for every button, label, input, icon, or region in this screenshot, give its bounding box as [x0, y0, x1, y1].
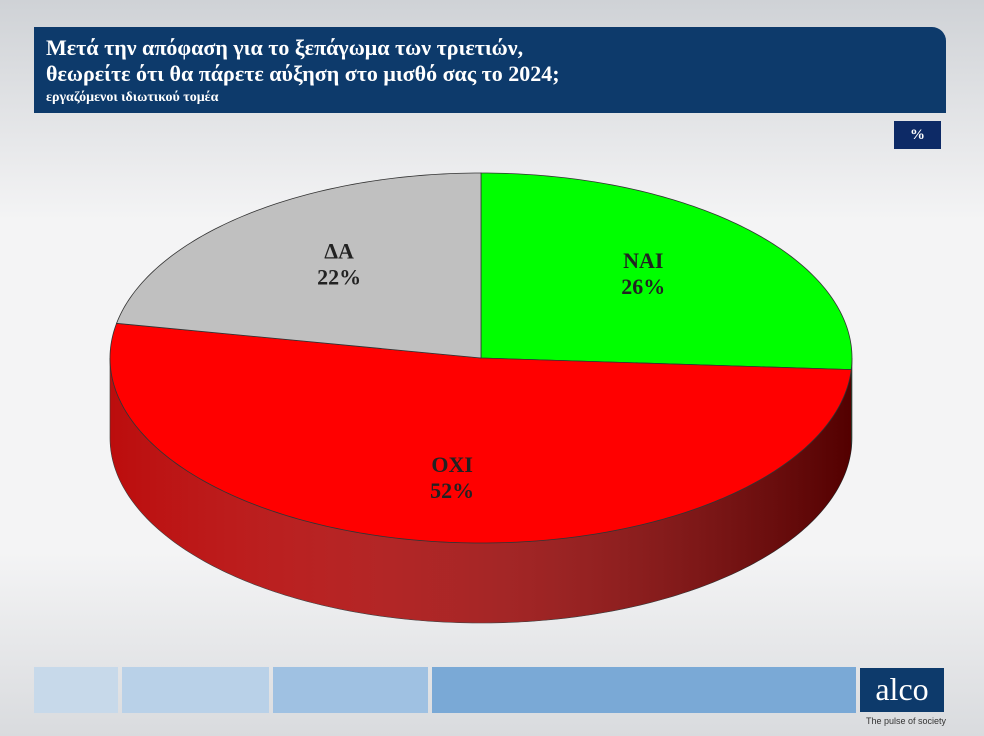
chart-title: Μετά την απόφαση για το ξεπάγωμα των τρι…: [46, 35, 560, 86]
chart-subtitle: εργαζόμενοι ιδιωτικού τομέα: [46, 90, 219, 105]
footer-bar: [432, 667, 856, 713]
category-label: ΝΑΙ: [623, 248, 663, 273]
slice-side-shade: [110, 358, 852, 623]
unit-badge: %: [894, 121, 941, 149]
value-label: 52%: [430, 478, 474, 503]
slice: [116, 172, 482, 359]
footer-bar: [34, 667, 118, 713]
slice: [480, 172, 853, 371]
category-label: ΟΧΙ: [431, 452, 473, 477]
tagline: The pulse of society: [866, 716, 947, 726]
value-label: 26%: [621, 274, 665, 299]
value-label: 22%: [317, 264, 361, 289]
slice: [109, 322, 852, 544]
footer-bar: [273, 667, 428, 713]
footer-bar: [122, 667, 269, 713]
category-label: ΔΑ: [324, 238, 354, 263]
logo: alco: [860, 668, 944, 712]
header: Μετά την απόφαση για το ξεπάγωμα των τρι…: [34, 27, 946, 113]
